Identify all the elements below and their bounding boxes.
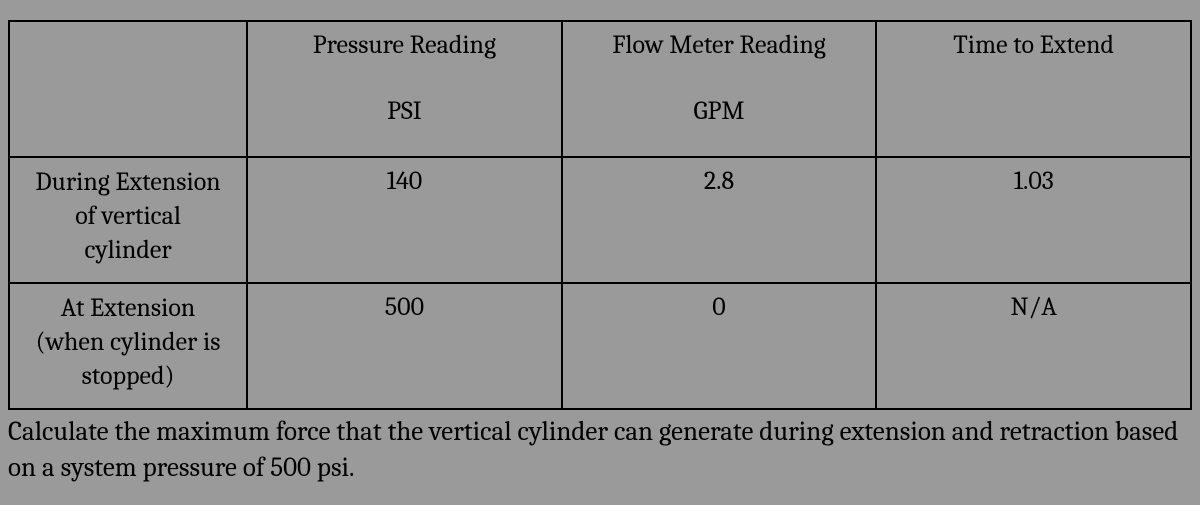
row-label-cell: During Extension of vertical cylinder <box>9 157 247 283</box>
header-flow: Flow Meter Reading GPM <box>562 21 877 157</box>
header-label: Flow Meter Reading <box>567 30 872 60</box>
table-row: At Extension (when cylinder is stopped) … <box>9 283 1191 409</box>
row-label-cell: At Extension (when cylinder is stopped) <box>9 283 247 409</box>
cell-flow: 0 <box>562 283 877 409</box>
header-label: Pressure Reading <box>252 30 557 60</box>
header-label: Time to Extend <box>881 30 1186 60</box>
data-table: Pressure Reading PSI Flow Meter Reading … <box>8 20 1192 410</box>
row-label-line: (when cylinder is <box>36 327 221 357</box>
header-time: Time to Extend <box>876 21 1191 157</box>
row-label-line: stopped) <box>82 361 175 391</box>
table-header-row: Pressure Reading PSI Flow Meter Reading … <box>9 21 1191 157</box>
cell-pressure: 140 <box>247 157 562 283</box>
cell-time: 1.03 <box>876 157 1191 283</box>
row-label-line: cylinder <box>84 235 171 265</box>
row-label-line: During Extension <box>35 167 220 197</box>
caption-text: Calculate the maximum force that the ver… <box>8 410 1192 487</box>
header-empty <box>9 21 247 157</box>
row-label-line: of vertical <box>75 201 181 231</box>
header-sublabel: PSI <box>252 96 557 126</box>
header-pressure: Pressure Reading PSI <box>247 21 562 157</box>
cell-pressure: 500 <box>247 283 562 409</box>
cell-flow: 2.8 <box>562 157 877 283</box>
table-row: During Extension of vertical cylinder 14… <box>9 157 1191 283</box>
cell-time: N/A <box>876 283 1191 409</box>
header-sublabel: GPM <box>567 96 872 126</box>
row-label-line: At Extension <box>61 293 196 323</box>
